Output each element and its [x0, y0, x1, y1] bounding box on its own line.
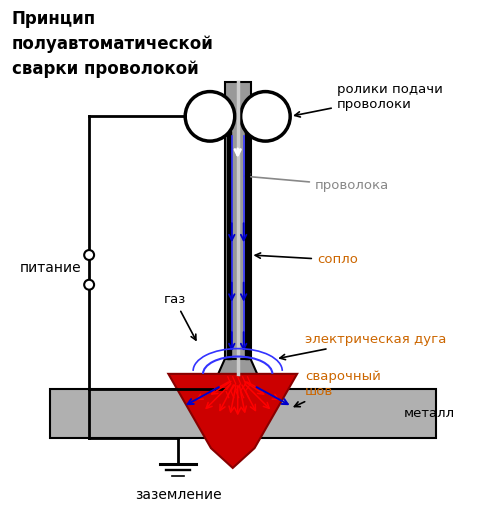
Circle shape: [241, 92, 290, 141]
Bar: [227, 131, 231, 359]
Bar: [244, 131, 249, 359]
Circle shape: [185, 92, 235, 141]
Text: газ: газ: [164, 293, 196, 340]
Polygon shape: [168, 374, 297, 468]
Text: металл: металл: [404, 407, 455, 420]
Text: Принцип
полуавтоматической
сварки проволокой: Принцип полуавтоматической сварки провол…: [12, 10, 214, 78]
Circle shape: [84, 250, 94, 260]
Text: сопло: сопло: [255, 253, 358, 266]
Polygon shape: [217, 359, 258, 377]
Circle shape: [84, 280, 94, 290]
Text: электрическая дуга: электрическая дуга: [280, 333, 446, 359]
Text: ролики подачи
проволоки: ролики подачи проволоки: [295, 82, 442, 117]
Text: питание: питание: [19, 261, 81, 275]
Bar: [225, 82, 251, 359]
Text: сварочный
шов: сварочный шов: [294, 370, 381, 407]
Text: заземление: заземление: [135, 488, 222, 502]
Text: проволока: проволока: [244, 174, 389, 192]
Bar: [49, 389, 436, 438]
